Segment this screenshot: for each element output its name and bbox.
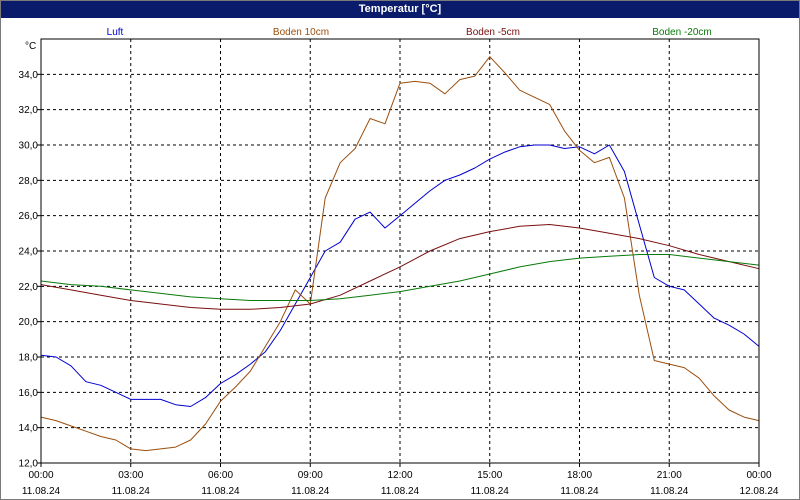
x-tick-time-label: 18:00 [567, 470, 592, 481]
y-axis: 12,0 14,0 16,0 18,0 20,0 22,0 24,0 26,0 28,0 30,0… [19, 70, 41, 470]
x-tick-time-label: 00:00 [746, 470, 771, 481]
y-tick-label: 16,0 [19, 388, 39, 399]
x-tick-date-label: 11.08.24 [560, 486, 599, 497]
x-tick-date-label: 11.08.24 [381, 486, 420, 497]
legend-item-boden-10cm: Boden 10cm [273, 27, 329, 38]
y-tick-label: 20,0 [19, 317, 39, 328]
legend-item-boden-5cm: Boden -5cm [466, 27, 520, 38]
x-tick-time-label: 21:00 [657, 470, 682, 481]
legend-item-luft: Luft [107, 27, 124, 38]
chart-title: Temperatur [°C] [1, 1, 799, 18]
y-tick-label: 26,0 [19, 211, 39, 222]
x-tick-time-label: 09:00 [298, 470, 323, 481]
y-tick-label: 18,0 [19, 353, 39, 364]
legend: Luft Boden 10cm Boden -5cm Boden -20cm [107, 27, 712, 38]
y-tick-label: 28,0 [19, 176, 39, 187]
series-lines [40, 56, 760, 452]
x-tick-date-label: 12.08.24 [740, 486, 779, 497]
x-tick-date-label: 11.08.24 [291, 486, 330, 497]
y-tick-label: 32,0 [19, 105, 39, 116]
x-tick-time-label: 15:00 [477, 470, 502, 481]
series-line-boden-20cm [40, 254, 760, 301]
y-axis-unit-label: °C [25, 41, 36, 52]
x-tick-time-label: 03:00 [118, 470, 143, 481]
x-tick-time-label: 00:00 [28, 470, 53, 481]
series-line-luft [40, 144, 760, 407]
x-tick-date-label: 11.08.24 [201, 486, 240, 497]
y-tick-label: 14,0 [19, 423, 39, 434]
plot-area [40, 38, 760, 464]
x-tick-date-label: 11.08.24 [112, 486, 151, 497]
y-tick-label: 30,0 [19, 141, 39, 152]
legend-item-boden-20cm: Boden -20cm [652, 27, 711, 38]
series-line-boden-5cm [40, 224, 760, 310]
x-axis: 00:00 11.08.24 03:00 11.08.24 06:00 11.08.24 0… [22, 463, 779, 497]
x-tick-time-label: 12:00 [387, 470, 412, 481]
x-tick-date-label: 11.08.24 [471, 486, 510, 497]
x-tick-date-label: 11.08.24 [650, 486, 689, 497]
x-tick-date-label: 11.08.24 [22, 486, 61, 497]
y-tick-label: 22,0 [19, 282, 39, 293]
grid [41, 39, 759, 463]
series-line-boden-10cm [40, 56, 760, 452]
y-tick-label: 24,0 [19, 247, 39, 258]
y-tick-label: 34,0 [19, 70, 39, 81]
x-tick-time-label: 06:00 [208, 470, 233, 481]
y-tick-label: 12,0 [19, 459, 39, 470]
